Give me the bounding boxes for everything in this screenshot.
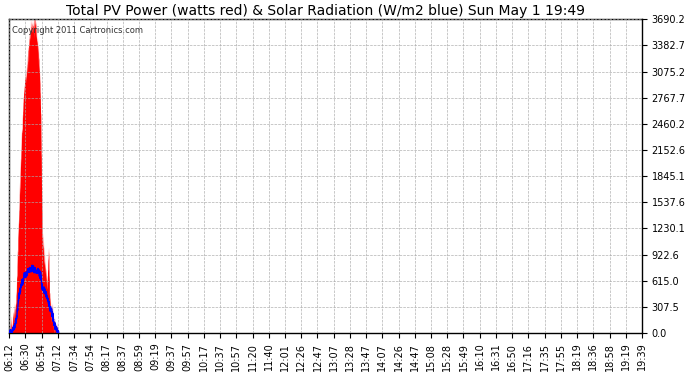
Text: Copyright 2011 Cartronics.com: Copyright 2011 Cartronics.com <box>12 26 144 34</box>
Title: Total PV Power (watts red) & Solar Radiation (W/m2 blue) Sun May 1 19:49: Total PV Power (watts red) & Solar Radia… <box>66 4 585 18</box>
